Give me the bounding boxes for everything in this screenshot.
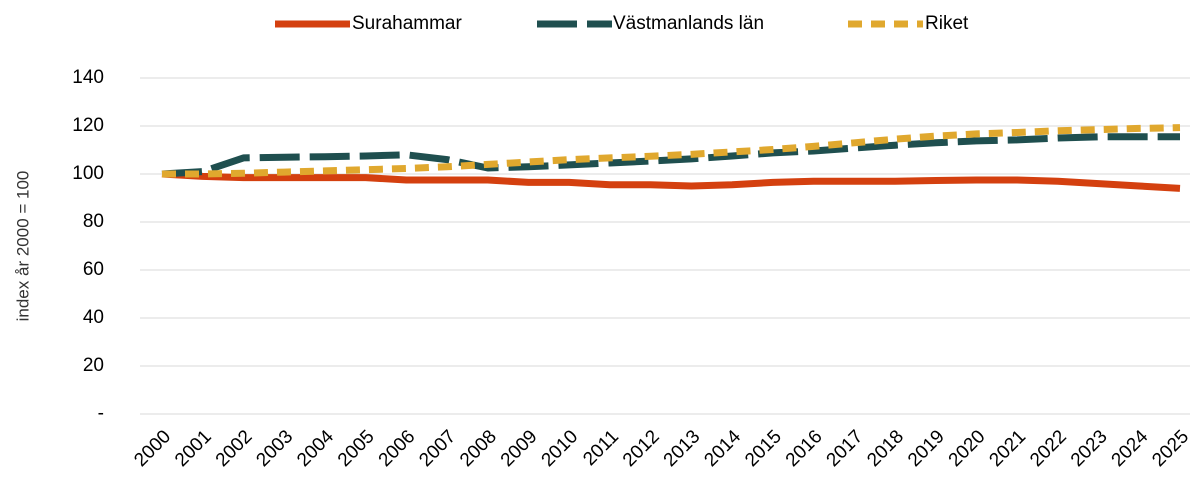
x-tick-label: 2013 [660,426,705,471]
y-tick-label: 100 [72,163,104,184]
x-tick-label: 2017 [823,426,868,471]
y-tick-label: 60 [83,259,104,280]
x-tick-label: 2009 [497,426,542,471]
x-tick-label: 2005 [334,426,379,471]
x-tick-label: 2001 [171,426,216,471]
x-tick-label: 2021 [985,426,1030,471]
x-tick-label: 2007 [415,426,460,471]
x-tick-label: 2008 [456,426,501,471]
x-tick-label: 2016 [782,426,827,471]
x-tick-label: 2006 [375,426,420,471]
series-line [161,170,1181,192]
y-tick-label: 80 [83,211,104,232]
y-tick-label: - [98,403,104,424]
x-tick-label: 2012 [619,426,664,471]
y-tick-label: 120 [72,115,104,136]
x-tick-label: 2003 [252,426,297,471]
series-line [161,133,1180,178]
legend-label: Riket [925,13,969,34]
x-tick-label: 2010 [538,426,583,471]
y-tick-label: 40 [83,307,104,328]
legend-label: Surahammar [352,13,462,34]
y-tick-label: 140 [72,67,104,88]
x-tick-label: 2014 [700,426,745,471]
x-tick-label: 2020 [945,426,990,471]
legend-label: Västmanlands län [613,13,764,34]
x-tick-label: 2015 [741,426,786,471]
x-tick-label: 2002 [212,426,257,471]
x-tick-label: 2004 [293,426,338,471]
x-tick-label: 2000 [130,426,175,471]
x-tick-label: 2011 [579,426,623,470]
x-tick-label: 2025 [1148,426,1192,471]
x-tick-label: 2023 [1067,426,1112,471]
y-tick-label: 20 [83,355,104,376]
series-line [162,124,1181,178]
x-tick-label: 2024 [1108,426,1153,471]
x-tick-label: 2018 [863,426,908,471]
y-axis-label: index år 2000 = 100 [13,171,32,322]
x-tick-label: 2019 [904,426,949,471]
x-tick-label: 2022 [1026,426,1071,471]
